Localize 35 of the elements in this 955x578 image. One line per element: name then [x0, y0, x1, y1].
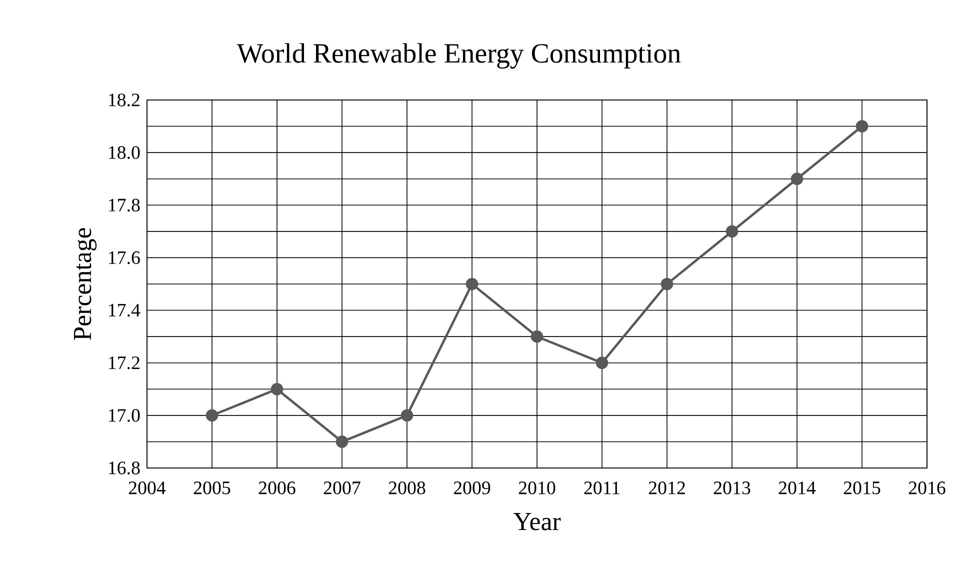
point: [856, 120, 868, 132]
point: [660, 278, 674, 290]
point: [596, 356, 608, 370]
y-tick-label: 18.0: [109, 146, 140, 159]
point: [400, 409, 414, 422]
y-axis-title: Percentage: [74, 228, 97, 340]
x-tick-label: 2012: [648, 481, 685, 494]
x-tick-label: 2015: [844, 481, 880, 494]
x-tick-label: 2006: [258, 481, 296, 494]
point: [270, 382, 284, 396]
x-tick-label: 2010: [518, 481, 556, 494]
x-tick-label: 2005: [194, 481, 230, 494]
x-tick-label: 2007: [324, 481, 360, 494]
y-tick-label: 17.4: [109, 304, 140, 317]
point: [790, 172, 804, 186]
x-axis-title: Year: [513, 513, 561, 530]
x-tick-label: 2014: [778, 481, 816, 494]
point: [206, 409, 218, 422]
y-tick-label: 17.8: [109, 198, 140, 212]
chart-title: World Renewable Energy Consumption: [236, 43, 681, 69]
point: [466, 278, 478, 290]
x-tick-label: 2004: [128, 481, 166, 494]
x-tick-label: 2016: [908, 481, 946, 494]
x-tick-label: 2008: [388, 481, 426, 494]
point: [530, 330, 544, 343]
y-tick-label: 16.8: [109, 462, 140, 474]
y-tick-label: 18.2: [109, 94, 140, 106]
y-tick-label: 17.2: [109, 356, 140, 370]
y-tick-label: 17.6: [109, 251, 140, 264]
x-tick-label: 2011: [584, 481, 620, 494]
x-tick-label: 2013: [714, 481, 750, 494]
x-tick-label: 2009: [454, 481, 490, 494]
y-tick-label: 17.0: [109, 409, 140, 422]
point: [726, 225, 738, 238]
point: [336, 436, 348, 448]
